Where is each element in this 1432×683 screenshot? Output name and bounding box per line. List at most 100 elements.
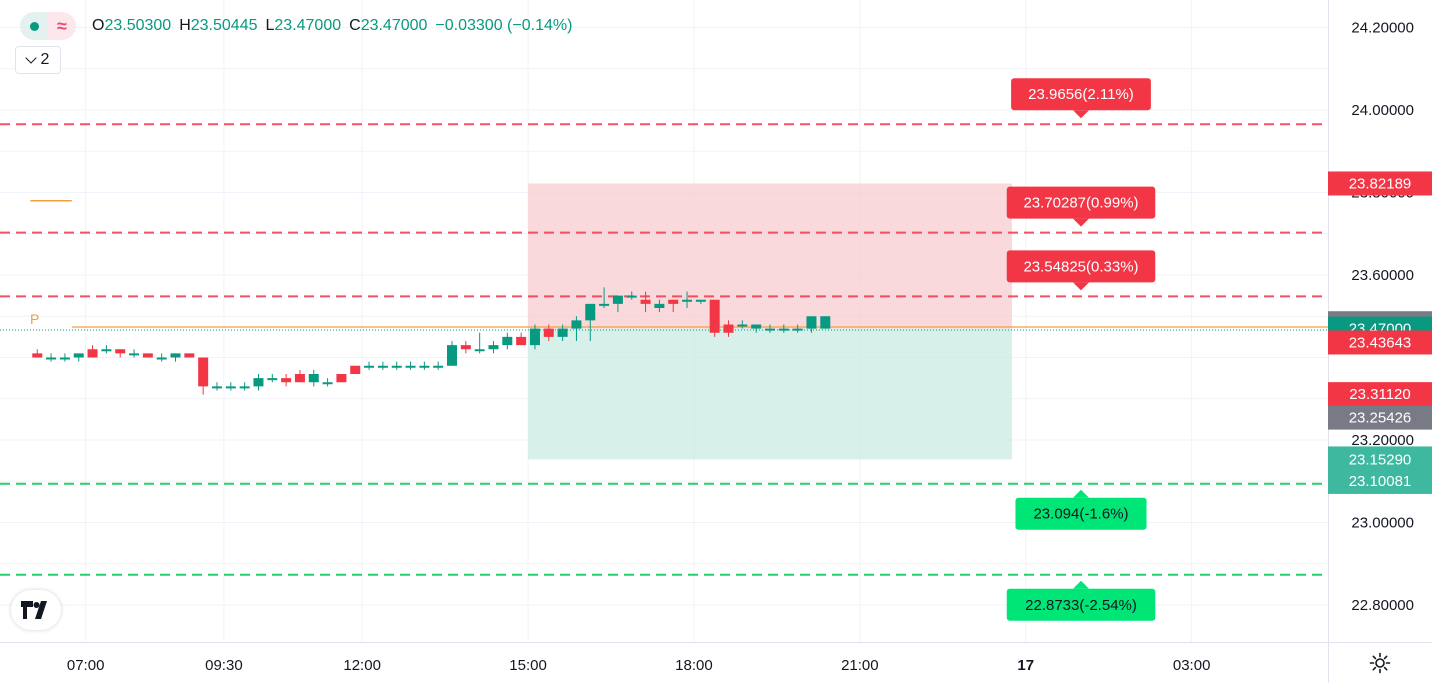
x-tick-label: 12:00 [343,657,381,674]
candle [101,345,112,354]
level-label-text: 23.094(-1.6%) [1033,506,1128,523]
candle-body [239,386,250,389]
tradingview-logo[interactable] [11,590,61,630]
pivot-label: P [30,311,39,327]
candle-body [668,299,679,304]
candle-body [778,328,789,331]
candle-body [626,295,637,298]
candle [529,324,540,350]
level-label-text: 23.54825(0.33%) [1023,258,1138,275]
candle-body [101,349,112,352]
candle-body [792,328,803,331]
candle-body [405,365,416,368]
y-tick-label: 22.80000 [1351,597,1414,614]
indicator-count: 2 [40,51,50,68]
candle [764,324,775,333]
candle [571,316,582,341]
candle [336,374,347,383]
y-tick-label: 24.20000 [1351,20,1414,37]
candle-body [695,299,706,302]
candle-body [225,386,236,389]
candle [211,382,222,391]
candle [364,361,375,370]
price-tag-label: 23.10081 [1349,473,1412,490]
price-tag-label: 23.82189 [1349,175,1412,192]
candle [32,349,43,358]
candle-body [73,353,84,358]
change-value: −0.03300 (−0.14%) [435,17,573,34]
candle-body [308,374,319,383]
price-tag-box [1328,382,1432,407]
x-tick-label: 17 [1017,657,1034,674]
candle [308,369,319,387]
candle-body [723,324,734,333]
candle [709,299,720,337]
candle-body [682,299,693,302]
level-label-tip [1073,282,1089,291]
candle-body [129,353,140,356]
candle-body [32,353,43,358]
candle-body [46,357,57,360]
candle [778,324,789,333]
candle [46,353,57,362]
candle [267,374,278,383]
candle [447,341,458,366]
indicators-toggle-button[interactable]: 2 [15,46,61,74]
candles [32,287,831,395]
level-label-tp3: 23.9656(2.11%) [1011,78,1151,119]
candle-body [170,353,181,358]
candle-body [211,386,222,389]
candle-body [322,382,333,385]
candle [668,299,679,313]
y-tick-label: 23.60000 [1351,267,1414,284]
ohlc-legend: ≈ O23.50300 H23.50445 L23.47000 C23.4700… [20,12,572,40]
candle-body [59,357,70,360]
high-value: H23.50445 [179,17,258,34]
candle-body [529,328,540,346]
candle [737,320,748,329]
candle-body [585,303,596,321]
candle-body [460,345,471,350]
chevron-down-icon [24,51,37,64]
candle-body [253,378,264,387]
candle [281,374,292,387]
candle-body [377,365,388,368]
candle-body [156,357,167,360]
level-label-tip [1073,489,1089,498]
y-tick-label: 23.20000 [1351,432,1414,449]
candle [225,382,236,391]
price-tag-label: 23.43643 [1349,334,1412,351]
candle [516,332,527,346]
candle [239,382,250,391]
candle [350,365,361,374]
candle [585,303,596,341]
candle [640,291,651,313]
candle [419,361,430,370]
candle [751,324,762,333]
level-label-tip [1073,218,1089,227]
candle-body [571,320,582,329]
candle-body [612,295,623,304]
symbol-status-pill[interactable]: ≈ [20,12,76,40]
candle [59,353,70,362]
candle [156,353,167,362]
candle [654,299,665,313]
candle [488,341,499,354]
candle [142,353,153,358]
candle [792,324,803,333]
price-tag-label: 23.15290 [1349,451,1412,468]
candle [198,357,209,395]
candle-body [474,349,485,352]
candle [391,361,402,370]
level-label-tp2: 23.70287(0.99%) [1006,186,1156,227]
candle-body [764,328,775,331]
candle-body [433,365,444,368]
candle-body [447,345,458,366]
candle [87,345,98,358]
candle-body [336,374,347,383]
candle [115,349,126,358]
candle-body [806,316,817,329]
settings-gear-icon[interactable] [1368,651,1392,675]
price-tag-box [1328,171,1432,196]
